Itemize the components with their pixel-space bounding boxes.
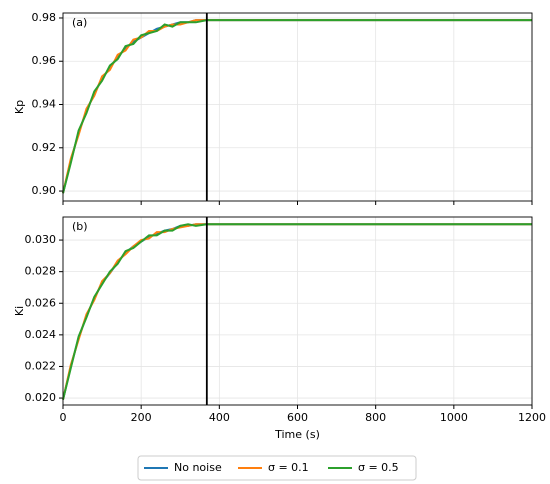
- legend-box: [137, 455, 417, 481]
- y-axis-label: Kp: [13, 100, 26, 114]
- y-tick-label: 0.026: [25, 296, 57, 309]
- y-tick-label: 0.98: [32, 11, 57, 24]
- y-tick-label: 0.028: [25, 265, 57, 278]
- x-tick-label: 200: [131, 411, 152, 424]
- x-tick-label: 0: [60, 411, 67, 424]
- series-line: [62, 19, 532, 194]
- plot-frame: [62, 12, 533, 202]
- y-tick-label: 0.020: [25, 391, 57, 404]
- y-tick-label: 0.96: [32, 54, 57, 67]
- y-tick-label: 0.024: [25, 328, 57, 341]
- y-tick-label: 0.94: [32, 98, 57, 111]
- legend-label: σ = 0.5: [358, 461, 399, 474]
- y-tick-label: 0.92: [32, 141, 57, 154]
- series-line: [62, 223, 532, 400]
- y-axis-label: Ki: [13, 306, 26, 316]
- y-tick-label: 0.90: [32, 184, 57, 197]
- y-tick-label: 0.030: [25, 233, 57, 246]
- x-axis-label: Time (s): [274, 428, 320, 441]
- panel-label: (a): [72, 16, 87, 29]
- legend-label: No noise: [174, 461, 222, 474]
- x-tick-label: 600: [287, 411, 308, 424]
- x-tick-label: 800: [365, 411, 386, 424]
- panel-label: (b): [72, 220, 88, 233]
- x-tick-label: 1000: [440, 411, 468, 424]
- x-tick-label: 400: [209, 411, 230, 424]
- y-tick-label: 0.022: [25, 359, 57, 372]
- plot-frame: [62, 216, 533, 406]
- legend-label: σ = 0.1: [268, 461, 309, 474]
- x-tick-label: 1200: [518, 411, 546, 424]
